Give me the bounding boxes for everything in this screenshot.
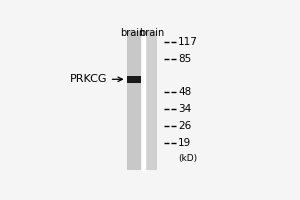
- Text: 26: 26: [178, 121, 191, 131]
- Text: brain: brain: [139, 28, 164, 38]
- Text: (kD): (kD): [178, 154, 197, 163]
- Bar: [146, 31, 157, 170]
- Text: 19: 19: [178, 138, 191, 148]
- Text: 117: 117: [178, 37, 198, 47]
- Text: 85: 85: [178, 54, 191, 64]
- Text: 48: 48: [178, 87, 191, 97]
- Text: 34: 34: [178, 104, 191, 114]
- Text: brain: brain: [120, 28, 146, 38]
- Bar: [127, 76, 141, 83]
- Bar: [127, 31, 141, 170]
- Text: PRKCG: PRKCG: [70, 74, 107, 84]
